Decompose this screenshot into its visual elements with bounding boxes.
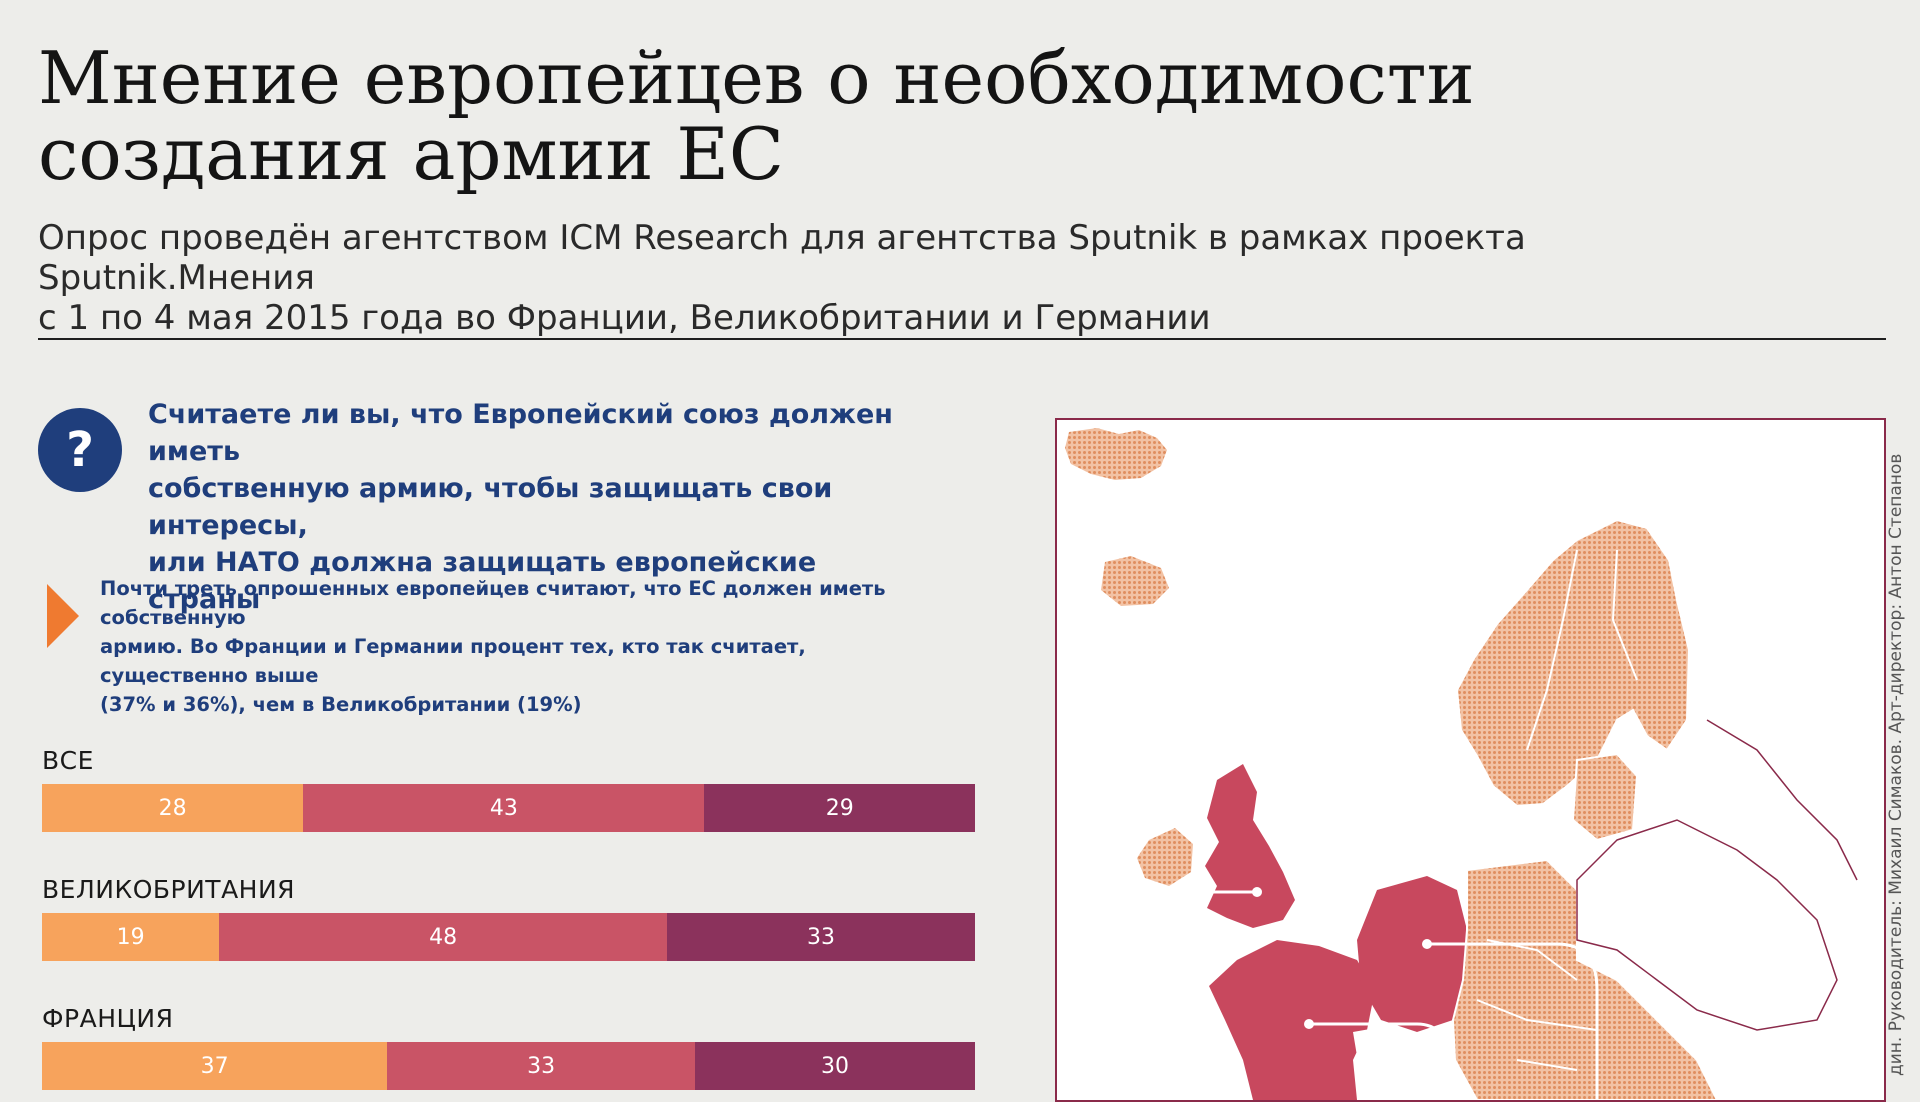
divider [38, 338, 1886, 340]
subtitle-line-1: Опрос проведён агентством ICM Research д… [38, 218, 1526, 298]
map-faroe [1101, 556, 1169, 606]
map-uk [1205, 764, 1295, 928]
map-switzerland [1353, 1026, 1403, 1058]
bar-2: 37 33 30 [42, 1042, 975, 1090]
survey-question: Считаете ли вы, что Европейский союз дол… [148, 396, 928, 618]
europe-map [1055, 418, 1886, 1102]
map-france [1209, 940, 1375, 1100]
europe-map-svg [1065, 428, 1858, 1100]
bar-1: 19 48 33 [42, 913, 975, 961]
callout-germany [1427, 942, 1599, 1100]
question-mark-icon: ? [38, 408, 122, 492]
callout-uk [1165, 890, 1257, 1100]
note-line-1: Почти треть опрошенных европейцев считаю… [100, 577, 886, 629]
map-baltics [1571, 752, 1639, 842]
subtitle-line-2: с 1 по 4 мая 2015 года во Франции, Велик… [38, 298, 1211, 338]
bar-0: 28 43 29 [42, 784, 975, 832]
bar-segment-0-1: 43 [303, 784, 705, 832]
bar-segment-1-0: 19 [42, 913, 220, 961]
map-scandinavia [1455, 518, 1691, 808]
question-line-3: или НАТО должна защищать европейские стр… [148, 547, 817, 615]
bar-label-0: ВСЕ [42, 746, 94, 775]
question-line-1: Считаете ли вы, что Европейский союз дол… [148, 399, 893, 467]
note-line-2: армию. Во Франции и Германии процент тех… [100, 635, 806, 687]
bar-label-2: ФРАНЦИЯ [42, 1004, 174, 1033]
bar-segment-0-0: 28 [42, 784, 304, 832]
bar-segment-2-1: 33 [387, 1042, 696, 1090]
page-title: Мнение европейцев о необходимости создан… [38, 40, 1538, 192]
bar-segment-1-1: 48 [219, 913, 668, 961]
question-line-2: собственную армию, чтобы защищать свои и… [148, 473, 833, 541]
bar-segment-2-2: 30 [695, 1042, 975, 1090]
map-russia-border [1706, 719, 1858, 881]
callout-france [1309, 1022, 1449, 1100]
credits: дин. Руководитель: Михаил Симаков. Арт-д… [1886, 453, 1906, 1076]
map-sweden-border [1526, 549, 1578, 751]
map-ireland [1137, 828, 1193, 886]
arrow-right-icon [47, 584, 79, 648]
callout-dot-germany [1422, 939, 1432, 949]
subtitle: Опрос проведён агентством ICM Research д… [38, 218, 1738, 338]
title-line-2: создания армии ЕС [38, 112, 785, 196]
title-line-1: Мнение европейцев о необходимости [38, 36, 1475, 120]
callout-dot-france [1304, 1019, 1314, 1029]
map-belarus-ukraine [1576, 819, 1838, 1031]
map-iceland [1065, 428, 1167, 480]
bar-label-1: ВЕЛИКОБРИТАНИЯ [42, 875, 296, 904]
map-germany [1357, 876, 1467, 1032]
bar-segment-2-0: 37 [42, 1042, 388, 1090]
callout-dot-uk [1252, 887, 1262, 897]
bar-segment-0-2: 29 [704, 784, 975, 832]
map-finland-border [1611, 549, 1638, 681]
bar-segment-1-2: 33 [667, 913, 975, 961]
summary-note: Почти треть опрошенных европейцев считаю… [100, 574, 960, 719]
note-line-3: (37% и 36%), чем в Великобритании (19%) [100, 693, 582, 716]
